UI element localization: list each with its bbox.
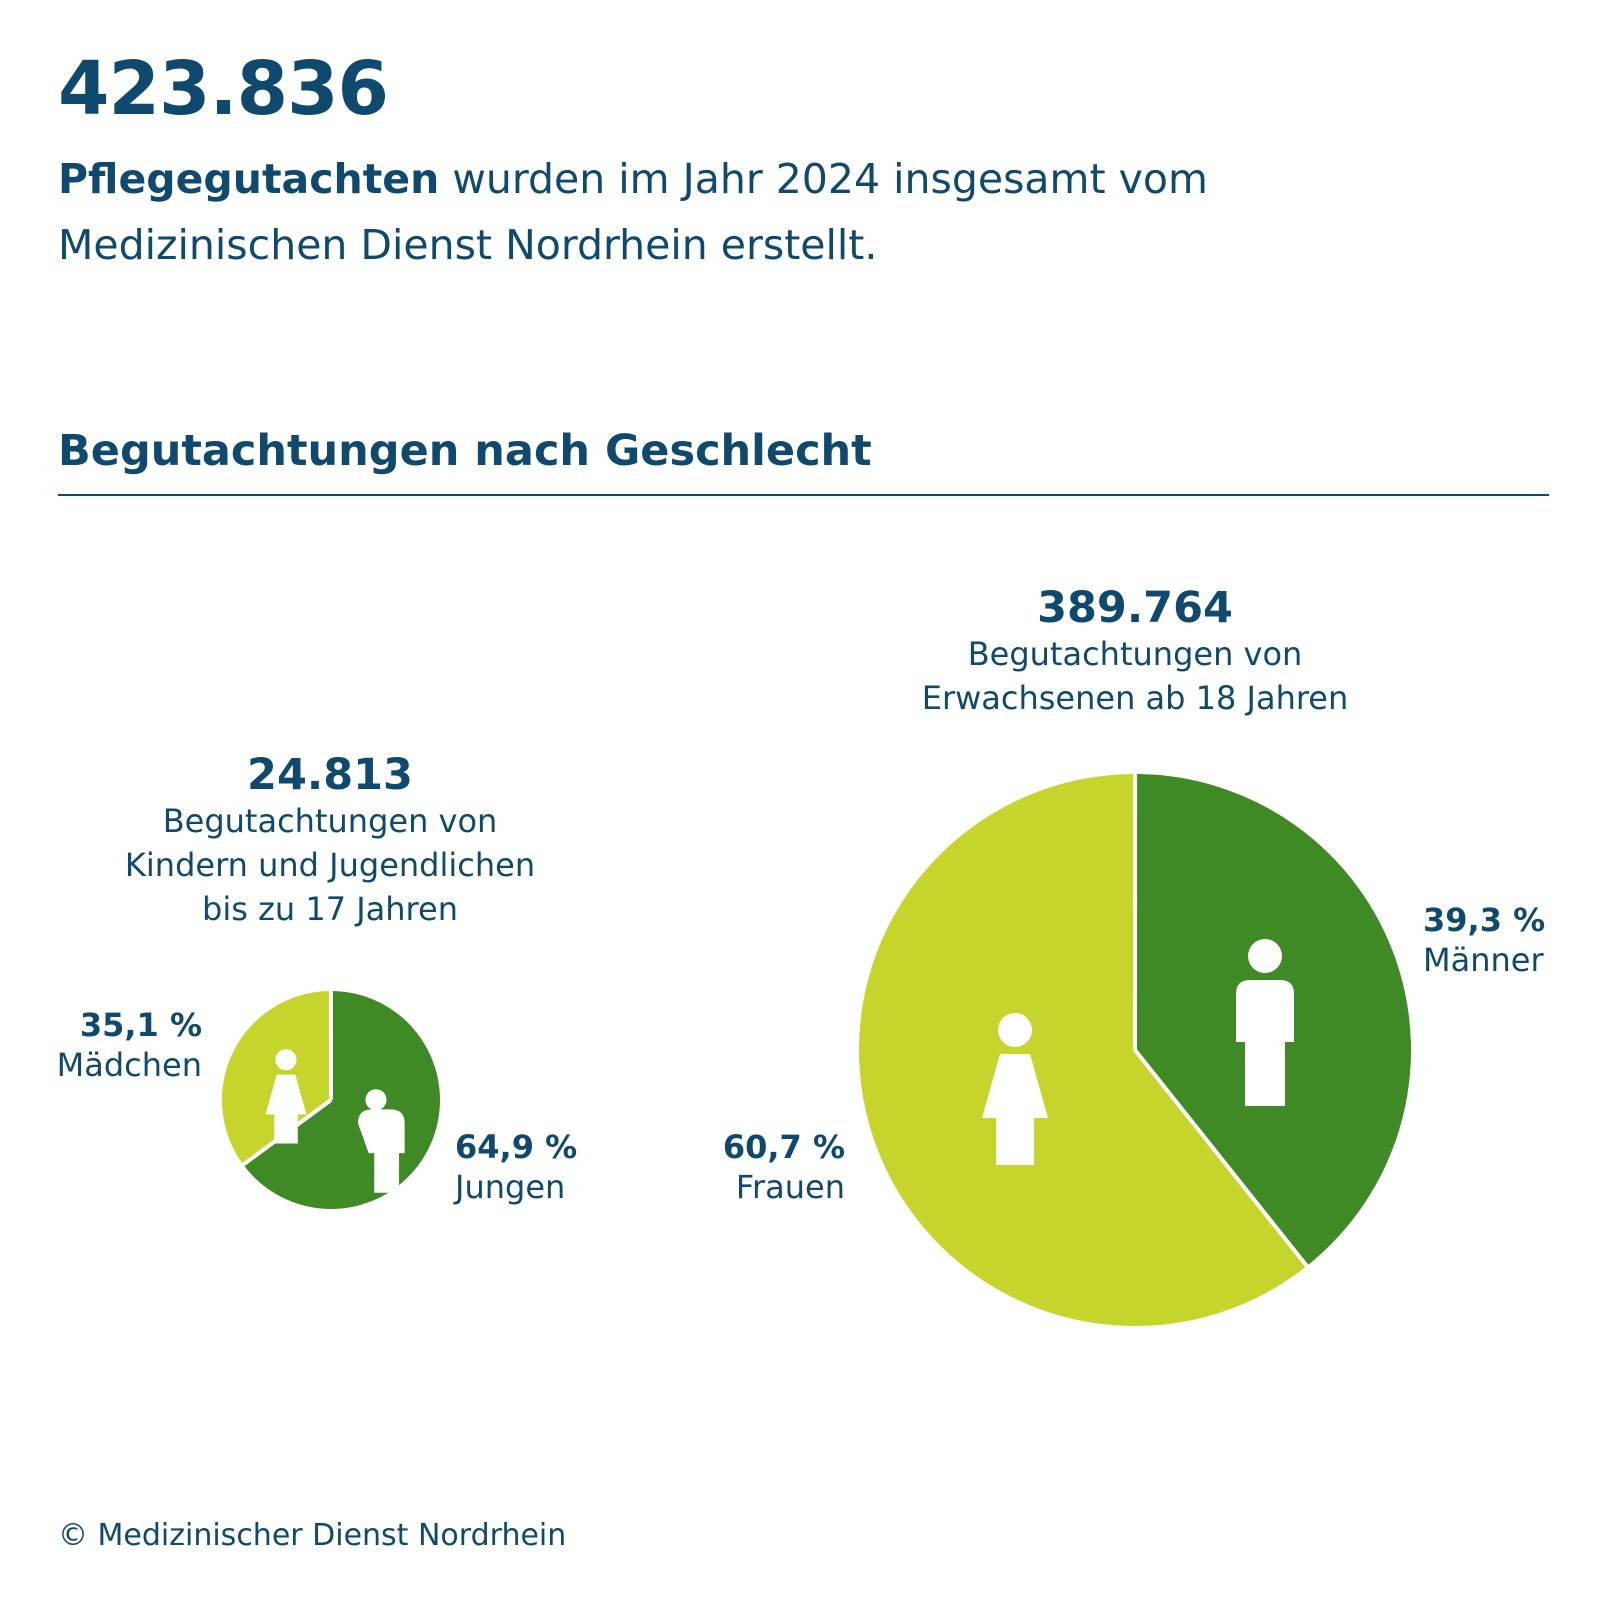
pie-slice-frauen	[859, 773, 1307, 1327]
pie-separator-0	[1133, 1048, 1310, 1269]
adults-total: 389.764	[1037, 583, 1233, 633]
women-percentage: 60,7 %	[722, 1128, 845, 1166]
children-pie-chart	[221, 989, 440, 1209]
children-subtitle-3: bis zu 17 Jahren	[202, 890, 458, 929]
male-figure-icon-body	[358, 1109, 405, 1193]
female-figure-icon-head	[275, 1049, 297, 1071]
women-label: 60,7 % Frauen	[640, 1127, 845, 1207]
men-name: Männer	[1423, 941, 1544, 979]
intro-rest: wurden im Jahr 2024 insgesamt vom Medizi…	[58, 155, 1208, 269]
female-figure-icon	[982, 1013, 1048, 1165]
intro-bold: Pflegegutachten	[58, 155, 440, 203]
adults-pie-chart	[859, 772, 1411, 1327]
section-title: Begutachtungen nach Geschlecht	[58, 426, 872, 476]
adults-subtitle-1: Begutachtungen von	[967, 635, 1303, 674]
male-figure-icon-head	[365, 1089, 387, 1111]
female-figure-icon-body	[982, 1054, 1048, 1165]
male-figure-icon	[1236, 939, 1294, 1106]
women-name: Frauen	[735, 1168, 845, 1206]
adults-header: 389.764 Begutachtungen von Erwachsenen a…	[860, 583, 1410, 720]
section-divider	[58, 494, 1549, 496]
female-figure-icon-body	[265, 1074, 307, 1144]
intro-text: Pflegegutachten wurden im Jahr 2024 insg…	[58, 146, 1358, 278]
men-percentage: 39,3 %	[1423, 901, 1546, 939]
children-total: 24.813	[247, 750, 413, 800]
male-figure-icon-head	[1248, 939, 1282, 973]
girls-percentage: 35,1 %	[79, 1006, 202, 1044]
men-label: 39,3 % Männer	[1423, 900, 1593, 980]
boys-name: Jungen	[455, 1168, 566, 1206]
female-figure-icon-head	[998, 1013, 1032, 1047]
total-assessments: 423.836	[58, 46, 389, 132]
children-subtitle-1: Begutachtungen von	[162, 802, 498, 841]
copyright-footer: © Medizinischer Dienst Nordrhein	[58, 1518, 567, 1553]
boys-label: 64,9 % Jungen	[455, 1127, 635, 1207]
children-header: 24.813 Begutachtungen von Kindern und Ju…	[100, 750, 560, 931]
boys-percentage: 64,9 %	[455, 1128, 578, 1166]
girls-name: Mädchen	[56, 1046, 202, 1084]
children-subtitle-2: Kindern und Jugendlichen	[124, 846, 536, 885]
girls-label: 35,1 % Mädchen	[40, 1005, 202, 1085]
adults-subtitle-2: Erwachsenen ab 18 Jahren	[921, 679, 1349, 718]
male-figure-icon-body	[1236, 980, 1294, 1106]
female-figure-icon	[265, 1049, 307, 1144]
male-figure-icon	[358, 1089, 405, 1193]
